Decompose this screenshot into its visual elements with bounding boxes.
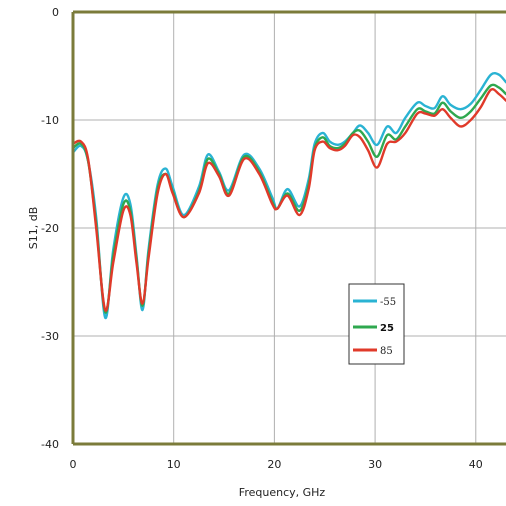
y-tick-label-3: -30 <box>41 330 59 343</box>
plot-frame <box>71 10 506 446</box>
x-tick-label-2: 20 <box>267 458 281 471</box>
y-tick-label-2: -20 <box>41 222 59 235</box>
x-tick-label-4: 40 <box>469 458 483 471</box>
x-tick-label-0: 0 <box>70 458 77 471</box>
legend-label-series-1: -55 <box>380 297 396 308</box>
y-tick-label-4: -40 <box>41 438 59 451</box>
y-tick-label-0: 0 <box>52 6 59 19</box>
y-axis-title: S11, dB <box>27 207 40 250</box>
x-axis-title: Frequency, GHz <box>239 486 326 499</box>
legend-label-series-3: 85 <box>380 346 393 357</box>
series-line-3 <box>73 88 506 312</box>
grid-layer <box>73 12 506 444</box>
legend-label-series-2: 25 <box>380 323 394 334</box>
tick-labels: 0 10 20 30 40 0 -10 -20 -30 -40 <box>41 6 483 471</box>
x-tick-label-1: 10 <box>167 458 181 471</box>
legend: -55 25 85 <box>348 283 405 365</box>
series-layer <box>73 72 506 319</box>
x-tick-label-3: 30 <box>368 458 382 471</box>
legend-box <box>348 283 405 365</box>
y-tick-label-1: -10 <box>41 114 59 127</box>
